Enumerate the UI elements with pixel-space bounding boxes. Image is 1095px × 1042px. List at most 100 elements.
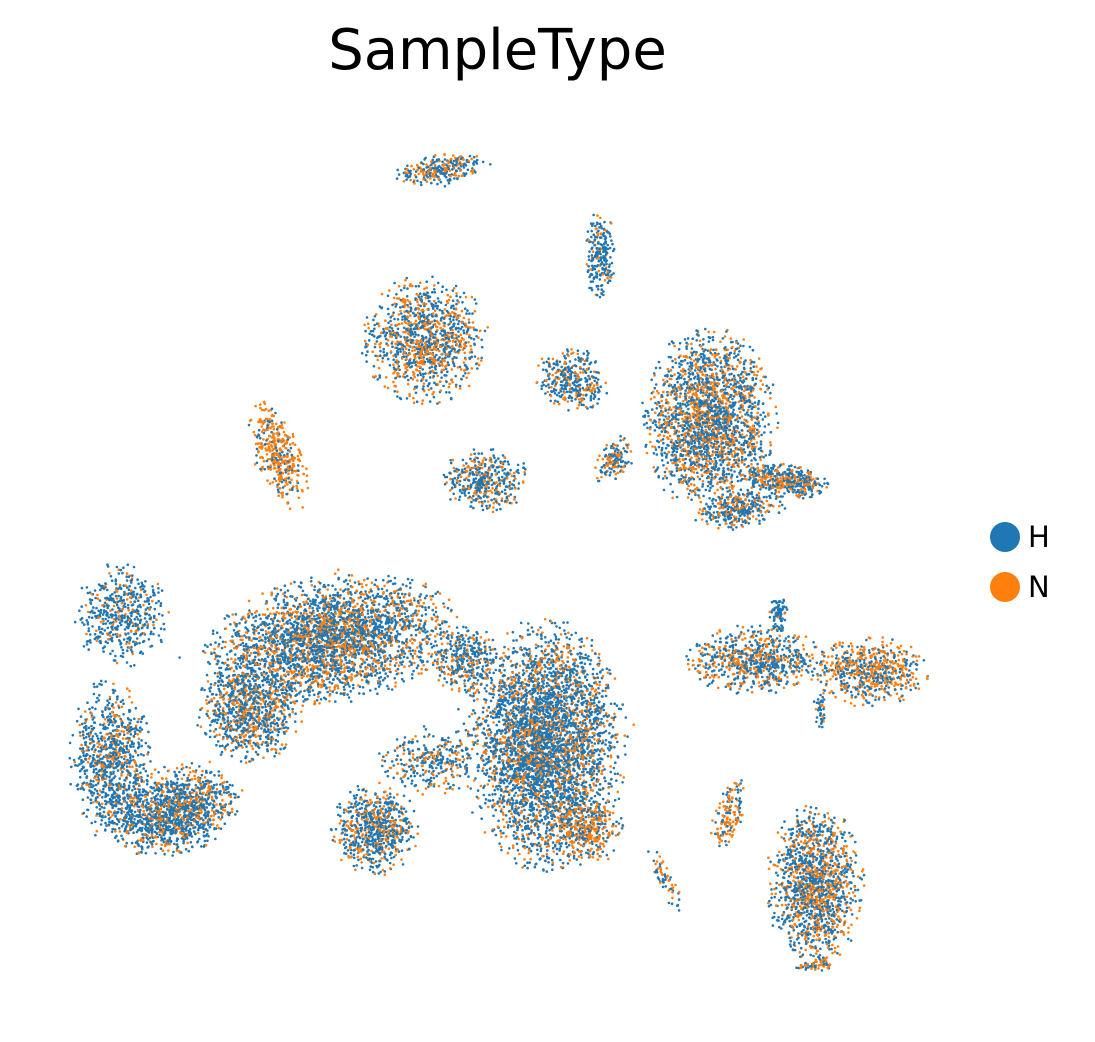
cell-point [745,441,748,445]
cell-point [472,163,476,166]
cell-point [569,372,573,376]
cell-point [431,172,435,176]
cell-point [272,435,275,439]
cell-point [651,445,654,448]
cell-point [769,443,772,447]
cell-point [386,294,390,298]
cell-point [603,471,607,475]
cell-point [424,346,428,349]
cell-point [268,447,271,451]
cell-point [763,425,767,428]
cell-point [433,171,437,174]
cell-point [660,430,664,433]
cell-point [458,473,462,476]
cell-point [597,479,601,483]
cell-point [454,340,457,344]
cell-point [443,315,447,318]
cell-point [452,315,456,319]
cell-point [449,157,453,161]
cell-point [606,247,610,251]
cell-point [712,442,716,446]
cell-point [597,241,600,244]
cell-point [292,459,295,463]
cell-point [434,325,438,328]
cell-point [648,432,652,436]
cell-point [675,450,679,454]
cell-point [451,299,455,303]
cell-point [750,442,754,446]
cell-point [698,339,702,343]
cell-point [448,352,452,356]
cell-point [553,392,557,395]
cell-point [389,316,393,319]
cell-point [437,300,441,303]
cell-point [439,332,442,335]
cell-point [388,363,392,367]
cell-point [713,355,717,359]
cell-point [742,441,746,445]
cell-point [587,269,590,272]
cell-point [748,441,752,445]
cell-point [285,462,289,465]
cell-point [277,477,281,481]
cell-point [655,407,659,410]
cell-point [383,353,387,357]
cell-point [446,355,450,358]
cell-point [737,441,741,444]
cell-point [413,353,416,357]
cell-point [444,365,447,368]
cell-point [599,385,602,389]
cell-point [411,378,415,381]
cell-point [568,388,572,391]
cell-point [470,337,473,340]
cell-point [486,474,489,478]
cell-point [290,453,294,457]
cell-point [645,421,648,425]
cell-point [480,356,484,360]
cell-point [717,445,721,448]
cell-point [669,368,673,372]
cell-point [397,313,401,316]
cell-point [674,398,678,401]
cell-point [434,368,437,371]
cell-point [262,459,266,463]
cell-point [405,374,409,378]
cell-point [419,181,423,184]
cell-point [436,374,440,378]
cell-point [254,404,257,408]
cell-point [719,486,723,490]
cell-point [273,439,277,443]
cell-point [672,458,675,462]
cell-point [409,302,412,306]
cell-point [463,174,466,177]
cell-point [648,427,652,431]
cell-point [600,292,603,296]
cell-point [396,168,400,172]
cell-point [433,291,437,294]
cell-point [552,389,555,393]
cell-point [431,369,434,373]
cell-point [716,359,719,362]
cell-point [695,333,699,336]
cell-point [447,314,450,317]
cell-point [402,330,405,334]
cell-point [655,453,659,456]
cell-point [283,421,286,424]
cell-point [417,322,421,325]
cell-point [403,376,407,379]
cell-point [708,367,712,371]
cell-point [691,434,694,437]
cell-point [677,422,680,425]
cell-point [469,457,472,461]
cell-point [474,486,477,490]
cell-point [436,402,439,405]
cell-point [730,372,733,376]
cell-point [590,286,593,290]
cell-point [661,395,664,398]
cell-point [654,469,658,473]
cell-point [459,368,463,371]
cell-point [421,326,425,329]
cell-point [450,344,454,348]
cell-point [683,412,686,416]
cell-point [608,473,612,477]
